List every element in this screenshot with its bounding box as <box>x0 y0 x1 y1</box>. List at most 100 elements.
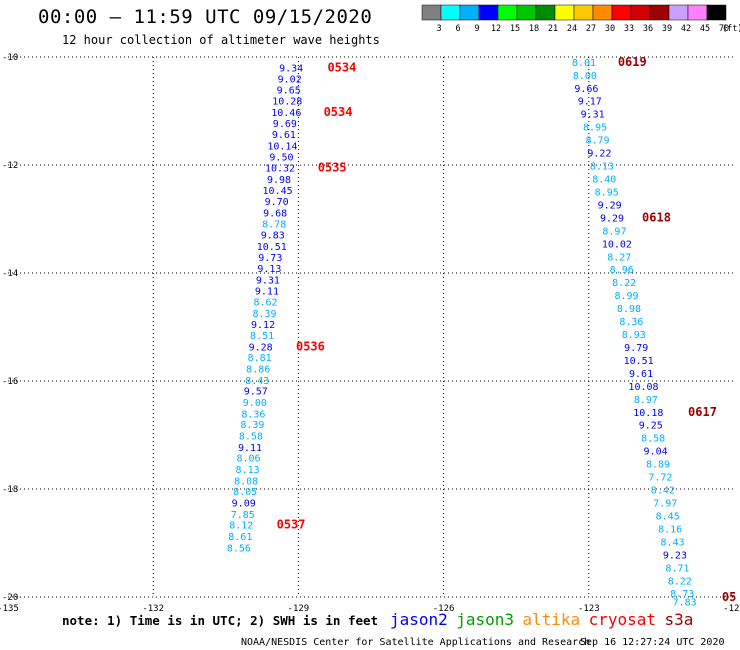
y-tick-label: -20 <box>2 593 18 603</box>
colorbar-label: 12 <box>491 24 501 34</box>
data-point-cryosat: 8.05 <box>233 487 257 498</box>
data-point-cryosat: 9.61 <box>272 130 296 141</box>
data-point-cryosat: 9.13 <box>257 264 281 275</box>
data-point-cryosat: 9.83 <box>261 231 285 242</box>
data-point-s3a: 9.22 <box>587 149 611 160</box>
data-point-cryosat: 10.14 <box>267 142 297 153</box>
data-point-s3a: 8.73 <box>670 589 694 600</box>
colorbar-label: 39 <box>662 24 672 34</box>
data-point-s3a: 8.45 <box>656 511 680 522</box>
data-point-cryosat: 8.06 <box>237 454 261 465</box>
time-label-cryosat: 0534 <box>324 105 353 119</box>
data-point-s3a: 8.97 <box>634 395 658 406</box>
chart-title: 00:00 – 11:59 UTC 09/15/2020 <box>38 6 373 28</box>
footer-note: note: 1) Time is in UTC; 2) SWH is in fe… <box>62 613 378 628</box>
data-point-s3a: 9.17 <box>578 97 602 108</box>
data-point-s3a: 7.83 <box>673 597 697 608</box>
data-point-s3a: 8.89 <box>646 460 670 471</box>
data-point-cryosat: 9.12 <box>251 320 275 331</box>
data-point-s3a: 9.31 <box>581 110 605 121</box>
legend-jason2: jason2 <box>390 610 448 629</box>
data-point-s3a: 8.13 <box>590 162 614 173</box>
data-point-s3a: 8.01 <box>572 58 596 69</box>
x-tick-label: -120 <box>723 604 740 614</box>
data-point-cryosat: 7.85 <box>231 510 255 521</box>
data-point-s3a: 9.29 <box>598 200 622 211</box>
colorbar-swatch <box>478 4 499 21</box>
data-point-s3a: 8.27 <box>607 252 631 263</box>
data-point-s3a: 10.51 <box>624 356 654 367</box>
data-point-cryosat: 9.68 <box>263 209 287 220</box>
data-point-s3a: 7.72 <box>648 473 672 484</box>
colorbar-label: 6 <box>455 24 460 34</box>
data-point-s3a: 8.93 <box>622 330 646 341</box>
data-point-s3a: 8.22 <box>668 576 692 587</box>
data-point-cryosat: 10.46 <box>271 108 301 119</box>
colorbar-label: 21 <box>548 24 558 34</box>
time-label-s3a: 0617 <box>688 405 717 419</box>
x-tick-label: -126 <box>433 604 455 614</box>
data-point-cryosat: 9.09 <box>232 499 256 510</box>
time-label-cryosat: 0536 <box>296 339 325 353</box>
data-point-cryosat: 8.86 <box>246 365 270 376</box>
colorbar-label: 15 <box>510 24 520 34</box>
data-point-s3a: 8.36 <box>619 317 643 328</box>
data-point-cryosat: 9.57 <box>244 387 268 398</box>
colorbar-swatch <box>459 4 480 21</box>
data-point-cryosat: 9.34 <box>279 63 303 74</box>
legend-altika: altika <box>522 610 580 629</box>
data-point-s3a: 9.79 <box>624 343 648 354</box>
data-point-cryosat: 9.11 <box>238 443 262 454</box>
data-point-s3a: 8.42 <box>651 486 675 497</box>
colorbar-swatch <box>687 4 708 21</box>
legend-cryosat: cryosat <box>589 610 656 629</box>
colorbar-swatch <box>706 4 727 21</box>
data-point-s3a: 8.71 <box>665 563 689 574</box>
data-point-cryosat: 8.62 <box>253 298 277 309</box>
y-tick-label: -18 <box>2 485 18 495</box>
data-point-cryosat: 9.02 <box>278 75 302 86</box>
colorbar-label: 42 <box>681 24 691 34</box>
data-point-s3a: 8.97 <box>602 226 626 237</box>
data-point-s3a: 8.95 <box>583 123 607 134</box>
time-label-cryosat: 0537 <box>277 518 306 532</box>
data-point-cryosat: 9.31 <box>256 275 280 286</box>
colorbar-swatch <box>421 4 442 21</box>
data-point-cryosat: 8.56 <box>227 543 251 554</box>
data-point-s3a: 8.00 <box>573 71 597 82</box>
legend-s3a: s3a <box>665 610 694 629</box>
colorbar-swatch <box>554 4 575 21</box>
colorbar-label: 24 <box>567 24 577 34</box>
colorbar-swatch <box>630 4 651 21</box>
time-label-s3a: 0618 <box>642 210 671 224</box>
colorbar-swatch <box>497 4 518 21</box>
data-point-cryosat: 8.61 <box>228 532 252 543</box>
colorbar-swatch <box>573 4 594 21</box>
legend-jason3: jason3 <box>456 610 514 629</box>
data-point-cryosat: 10.28 <box>272 97 302 108</box>
x-tick-label: -135 <box>0 604 19 614</box>
data-point-cryosat: 9.50 <box>269 152 293 163</box>
data-point-cryosat: 8.12 <box>229 521 253 532</box>
colorbar-swatch <box>649 4 670 21</box>
data-point-cryosat: 10.45 <box>263 186 293 197</box>
time-label-cryosat: 0534 <box>327 60 356 74</box>
data-point-s3a: 8.22 <box>612 278 636 289</box>
data-point-s3a: 8.96 <box>610 265 634 276</box>
data-point-s3a: 8.58 <box>641 434 665 445</box>
data-point-cryosat: 8.58 <box>239 432 263 443</box>
colorbar-unit: (ft) <box>722 24 740 34</box>
time-label-s3a: 0619 <box>618 55 647 69</box>
colorbar-label: 45 <box>700 24 710 34</box>
data-point-s3a: 10.18 <box>633 408 663 419</box>
colorbar-swatch <box>668 4 689 21</box>
data-point-s3a: 8.40 <box>592 175 616 186</box>
colorbar-label: 9 <box>474 24 479 34</box>
time-label-s3a: 05 <box>722 590 736 604</box>
data-point-s3a: 8.43 <box>660 537 684 548</box>
data-point-s3a: 10.02 <box>602 239 632 250</box>
data-point-cryosat: 8.36 <box>241 409 265 420</box>
data-point-s3a: 9.61 <box>629 369 653 380</box>
time-label-cryosat: 0535 <box>318 161 347 175</box>
